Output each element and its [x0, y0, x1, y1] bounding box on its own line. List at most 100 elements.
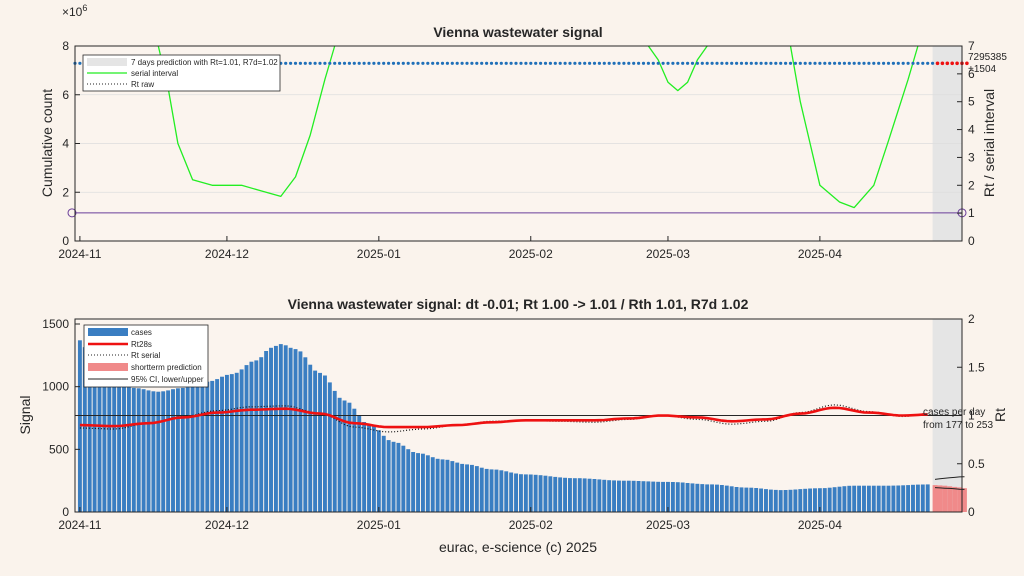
cumulative-point — [313, 61, 317, 65]
case-bar — [680, 482, 685, 512]
case-bar — [768, 489, 773, 512]
bottom-y-axis-label: Signal — [17, 396, 33, 435]
top-x-ticks: 2024-11 2024-12 2025-01 2025-02 2025-03 2025-… — [58, 236, 842, 261]
case-bar — [651, 481, 656, 512]
cumulative-point — [739, 61, 744, 65]
serial-interval-segment — [157, 45, 336, 198]
cumulative-point — [720, 61, 724, 65]
bottom-legend-swatch-prediction — [88, 363, 128, 371]
top-y-tick-label: 4 — [62, 137, 69, 151]
cumulative-point — [387, 61, 391, 65]
case-bar — [82, 347, 87, 512]
cumulative-point — [455, 61, 459, 65]
case-bar — [117, 382, 122, 512]
case-bar — [842, 486, 847, 512]
case-bar — [518, 474, 523, 512]
case-bar — [362, 422, 367, 512]
case-bar — [205, 381, 210, 512]
prediction-point — [945, 61, 950, 66]
case-bar — [646, 481, 651, 512]
cumulative-point — [78, 61, 82, 65]
case-bar — [303, 357, 308, 512]
case-bar — [175, 388, 180, 512]
bottom-legend-label-prediction: shortterm prediction — [131, 363, 202, 372]
cumulative-point — [362, 61, 366, 65]
cumulative-point — [784, 61, 788, 65]
cumulative-point — [813, 61, 817, 65]
case-bar — [190, 385, 195, 512]
case-bar — [925, 484, 930, 512]
case-bar — [827, 487, 832, 512]
cumulative-point — [489, 61, 494, 65]
cumulative-point — [681, 61, 685, 65]
cumulative-point — [583, 61, 587, 65]
cumulative-point — [499, 61, 503, 65]
case-bar — [229, 374, 234, 512]
case-bar — [901, 485, 906, 512]
cumulative-point — [485, 61, 489, 65]
case-bar — [572, 478, 577, 512]
case-bar — [563, 477, 568, 512]
bottom-ci-lines — [934, 476, 965, 490]
cumulative-point — [333, 61, 337, 65]
top-y-ticks-right: 0 1 2 3 4 5 6 7 — [957, 39, 975, 248]
bottom-rt28s-line — [79, 406, 928, 429]
cumulative-point — [730, 61, 734, 65]
case-bar — [166, 390, 171, 512]
case-bar — [881, 485, 886, 512]
bottom-legend-label-rtserial: Rt serial — [131, 351, 161, 360]
cumulative-point — [779, 61, 783, 65]
cumulative-point — [607, 61, 611, 65]
cumulative-point — [416, 61, 420, 65]
case-bar — [817, 488, 822, 512]
cumulative-point — [445, 61, 449, 65]
case-bar — [607, 480, 612, 512]
case-bar — [435, 458, 440, 512]
cumulative-point — [671, 61, 675, 65]
cumulative-point — [759, 61, 763, 65]
cumulative-point — [862, 61, 866, 65]
case-bar — [215, 379, 220, 512]
bottom-y-right-tick-label: 1 — [968, 409, 975, 423]
cumulative-point — [612, 61, 616, 65]
cumulative-point — [788, 61, 793, 65]
case-bar — [460, 463, 465, 512]
bottom-x-tick-label: 2024-11 — [58, 518, 101, 532]
case-bar — [915, 484, 920, 512]
top-x-tick-label: 2024-12 — [205, 247, 249, 261]
cumulative-point — [573, 61, 577, 65]
cumulative-point — [396, 61, 400, 65]
cumulative-point — [828, 61, 832, 65]
cumulative-point — [534, 61, 538, 65]
cumulative-point — [323, 61, 327, 65]
bottom-x-tick-label: 2025-03 — [646, 518, 690, 532]
cumulative-point — [837, 61, 842, 65]
case-bar — [396, 442, 401, 512]
cumulative-point — [494, 61, 498, 65]
cumulative-point — [543, 61, 548, 65]
case-bar — [406, 449, 411, 512]
case-bar — [602, 479, 607, 512]
cumulative-point — [460, 61, 464, 65]
bottom-legend-label-ci: 95% CI, lower/upper — [131, 375, 204, 384]
case-bar — [479, 467, 484, 512]
case-bar — [533, 474, 538, 512]
case-bar — [420, 453, 425, 512]
case-bar — [832, 487, 837, 512]
cumulative-point — [622, 61, 626, 65]
cumulative-point — [882, 61, 886, 65]
case-bar — [822, 488, 827, 512]
cumulative-point — [475, 61, 479, 65]
case-bar — [700, 484, 705, 512]
case-bar — [528, 474, 533, 512]
cumulative-point — [632, 61, 636, 65]
case-bar — [906, 485, 911, 512]
cumulative-point — [372, 61, 376, 65]
cumulative-point — [896, 61, 900, 65]
cumulative-point — [646, 61, 651, 65]
case-bar — [411, 452, 416, 512]
top-prediction-points — [935, 61, 969, 66]
prediction-bar — [932, 485, 938, 512]
case-bar — [92, 357, 97, 512]
case-bar — [425, 455, 430, 512]
